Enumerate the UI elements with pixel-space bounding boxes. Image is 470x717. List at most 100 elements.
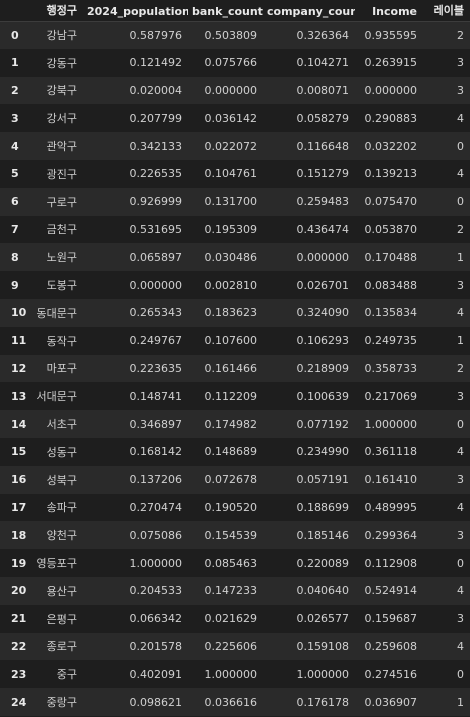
bank-count-cell: 0.174982 (204, 417, 258, 431)
district-cell: 마포구 (46, 362, 77, 376)
income-cell: 0.290883 (364, 111, 418, 125)
label-cell: 4 (457, 639, 464, 653)
table-row: 5 광진구 0.226535 0.104761 0.151279 0.139213 4 (0, 159, 470, 188)
population-cell: 0.168142 (129, 445, 183, 459)
district-cell: 중구 (56, 668, 77, 682)
row-index: 21 (11, 612, 27, 626)
label-cell: 0 (457, 195, 464, 209)
company-count-cell: 0.058279 (296, 111, 350, 125)
district-cell: 성동구 (46, 445, 77, 459)
table-row: 1 강동구 0.121492 0.075766 0.104271 0.263915 3 (0, 48, 470, 77)
table-body: 0 강남구 0.587976 0.503809 0.326364 0.935595 2 1 강동… (0, 21, 470, 716)
table-row: 6 구로구 0.926999 0.131700 0.259483 0.075470 0 (0, 187, 470, 216)
table-row: 19 영등포구 1.000000 0.085463 0.220089 0.112908 0 (0, 549, 470, 577)
population-cell: 0.137206 (129, 473, 183, 487)
row-index: 7 (11, 222, 19, 236)
label-cell: 3 (457, 56, 464, 70)
label-cell: 3 (457, 389, 464, 403)
table-row: 18 양천구 0.075086 0.154539 0.185146 0.299364 3 (0, 521, 470, 550)
district-header: 행정구 (30, 0, 83, 22)
income-cell: 0.361118 (364, 445, 418, 459)
table-row: 3 강서구 0.207799 0.036142 0.058279 0.290883 4 (0, 104, 470, 133)
district-cell: 광진구 (46, 167, 77, 181)
income-header: Income (355, 0, 423, 22)
income-cell: 0.170488 (364, 250, 418, 264)
table-row: 23 중구 0.402091 1.000000 1.000000 0.274516 0 (0, 660, 470, 689)
bank-count-cell: 0.107600 (204, 334, 258, 348)
bank-count-cell: 0.075766 (204, 56, 258, 70)
company-count-cell: 0.234990 (296, 445, 350, 459)
row-index: 22 (11, 639, 27, 653)
population-cell: 0.065897 (129, 250, 183, 264)
district-cell: 동작구 (46, 334, 77, 348)
table-row: 24 중랑구 0.098621 0.036616 0.176178 0.036907 1 (0, 688, 470, 716)
district-cell: 강동구 (46, 56, 77, 70)
row-index: 11 (11, 334, 27, 348)
bank-count-cell: 0.002810 (204, 278, 258, 292)
label-cell: 2 (457, 222, 464, 236)
income-cell: 1.000000 (364, 417, 418, 431)
row-index: 0 (11, 28, 19, 42)
income-cell: 0.075470 (364, 195, 418, 209)
bank-count-cell: 0.147233 (204, 584, 258, 598)
income-cell: 0.083488 (364, 278, 418, 292)
row-index: 24 (11, 695, 27, 709)
bank-count-header: bank_count (188, 0, 263, 22)
population-cell: 0.342133 (129, 139, 183, 153)
population-cell: 0.148741 (129, 389, 183, 403)
label-cell: 0 (457, 556, 464, 570)
table-row: 21 은평구 0.066342 0.021629 0.026577 0.159687 3 (0, 604, 470, 633)
label-cell: 0 (457, 417, 464, 431)
table-row: 7 금천구 0.531695 0.195309 0.436474 0.053870 2 (0, 215, 470, 244)
bank-count-cell: 0.190520 (204, 500, 258, 514)
label-cell: 3 (457, 612, 464, 626)
company-count-cell: 0.008071 (296, 83, 350, 97)
row-index: 5 (11, 167, 19, 181)
table-row: 14 서초구 0.346897 0.174982 0.077192 1.000000 0 (0, 410, 470, 438)
income-cell: 0.159687 (364, 612, 418, 626)
label-cell: 1 (457, 695, 464, 709)
district-cell: 성북구 (46, 473, 77, 487)
income-cell: 0.299364 (364, 528, 418, 542)
district-cell: 노원구 (46, 251, 77, 265)
population-cell: 0.204533 (129, 584, 183, 598)
label-cell: 3 (457, 528, 464, 542)
bank-count-cell: 0.154539 (204, 528, 258, 542)
company-count-cell: 0.057191 (296, 473, 350, 487)
bank-count-cell: 0.131700 (204, 195, 258, 209)
table-row: 4 관악구 0.342133 0.022072 0.116648 0.032202 0 (0, 132, 470, 160)
income-cell: 0.036907 (364, 695, 418, 709)
bank-count-cell: 0.225606 (204, 639, 258, 653)
row-index: 16 (11, 473, 27, 487)
district-cell: 양천구 (46, 529, 77, 543)
bank-count-cell: 0.022072 (204, 139, 258, 153)
label-cell: 1 (457, 334, 464, 348)
table-header: 행정구 2024_population bank_count company_coun… (0, 0, 470, 22)
bank-count-cell: 0.183623 (204, 306, 258, 320)
company-count-cell: 0.100639 (296, 389, 350, 403)
income-cell: 0.489995 (364, 500, 418, 514)
bank-count-cell: 0.503809 (204, 28, 258, 42)
company-count-cell: 0.151279 (296, 167, 350, 181)
company-count-cell: 0.026701 (296, 278, 350, 292)
income-cell: 0.935595 (364, 28, 418, 42)
bank-count-cell: 0.161466 (204, 361, 258, 375)
district-cell: 강남구 (46, 29, 77, 43)
row-index: 3 (11, 111, 19, 125)
table-row: 0 강남구 0.587976 0.503809 0.326364 0.935595 2 (0, 21, 470, 49)
bank-count-cell: 0.195309 (204, 222, 258, 236)
company-count-cell: 0.436474 (296, 222, 350, 236)
bank-count-cell: 1.000000 (204, 667, 258, 681)
district-cell: 은평구 (46, 612, 77, 626)
income-cell: 0.217069 (364, 389, 418, 403)
income-cell: 0.032202 (364, 139, 418, 153)
row-index: 2 (11, 83, 19, 97)
company-count-cell: 0.116648 (296, 139, 350, 153)
label-cell: 4 (457, 445, 464, 459)
district-cell: 종로구 (46, 640, 77, 654)
company-count-cell: 0.185146 (296, 528, 350, 542)
row-index: 4 (11, 139, 19, 153)
row-index: 14 (11, 417, 27, 431)
population-header: 2024_population (83, 0, 188, 22)
